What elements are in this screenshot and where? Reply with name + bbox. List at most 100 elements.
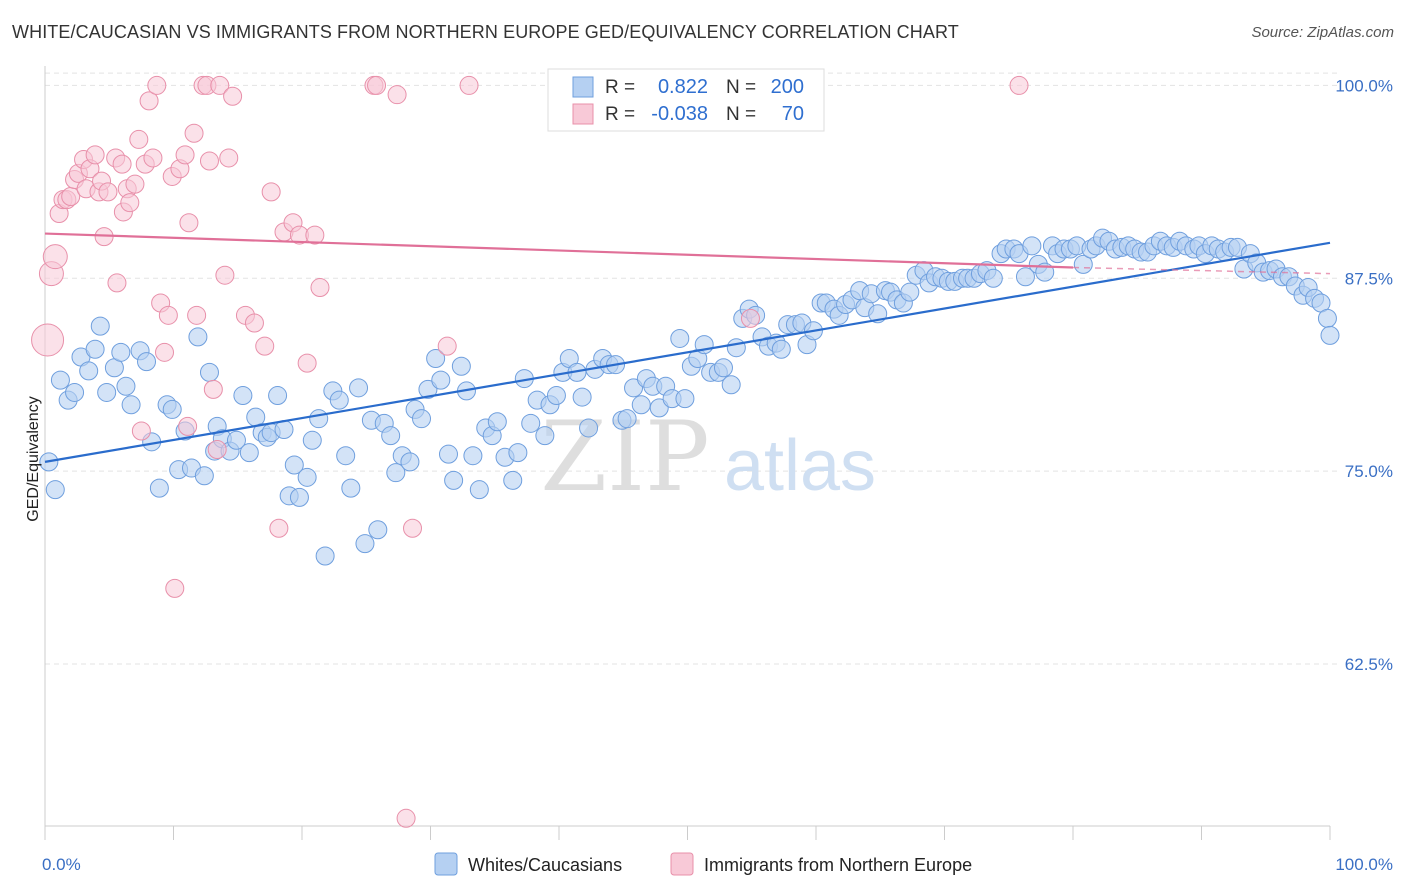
point-whites-92 <box>617 409 637 429</box>
point-whites-60 <box>412 409 432 429</box>
point-whites-163 <box>1073 254 1093 274</box>
point-immigrants-58 <box>297 353 317 373</box>
point-immigrants-53 <box>261 182 281 202</box>
point-whites-63 <box>431 370 451 390</box>
y-tick-label-2: 87.5% <box>1345 269 1393 288</box>
trend-line-immigrants <box>44 232 1074 269</box>
point-immigrants-19 <box>112 154 132 174</box>
point-immigrants-69 <box>1009 75 1029 95</box>
point-immigrants-29 <box>147 75 167 95</box>
point-immigrants-0 <box>31 323 65 357</box>
point-immigrants-43 <box>199 151 219 171</box>
point-whites-17 <box>149 478 169 498</box>
point-immigrants-68 <box>740 308 760 328</box>
point-whites-64 <box>438 444 458 464</box>
point-whites-6 <box>79 361 99 381</box>
point-whites-30 <box>226 430 246 450</box>
point-immigrants-49 <box>223 86 243 106</box>
point-immigrants-47 <box>215 265 235 285</box>
point-whites-58 <box>400 452 420 472</box>
point-whites-25 <box>199 362 219 382</box>
bottom-legend-label-whites: Whites/Caucasians <box>468 855 622 875</box>
point-whites-116 <box>771 339 791 359</box>
point-whites-75 <box>508 443 528 463</box>
point-immigrants-27 <box>139 91 159 111</box>
point-immigrants-48 <box>219 148 239 168</box>
legend-frame <box>547 68 825 132</box>
point-whites-43 <box>302 430 322 450</box>
point-whites-202 <box>1320 325 1340 345</box>
x-tick-labels: 0.0% 100.0% <box>42 855 1393 874</box>
legend-n-label-1: N = <box>726 77 756 98</box>
chart-title: WHITE/CAUCASIAN VS IMMIGRANTS FROM NORTH… <box>12 22 959 42</box>
point-immigrants-45 <box>207 440 227 460</box>
point-immigrants-25 <box>131 421 151 441</box>
point-whites-72 <box>487 412 507 432</box>
point-whites-93 <box>624 378 644 398</box>
point-immigrants-66 <box>437 336 457 356</box>
legend-swatch-immigrants <box>572 103 594 125</box>
point-whites-77 <box>521 413 541 433</box>
y-tick-label-0: 62.5% <box>1345 655 1393 674</box>
point-immigrants-12 <box>85 145 105 165</box>
point-whites-55 <box>381 426 401 446</box>
point-whites-48 <box>336 446 356 466</box>
trend-line-immigrants-extension <box>1072 266 1331 275</box>
point-immigrants-65 <box>403 518 423 538</box>
chart-source: Source: ZipAtlas.com <box>1251 24 1394 41</box>
point-immigrants-38 <box>179 213 199 233</box>
point-whites-15 <box>137 352 157 372</box>
x-tick-label-1: 100.0% <box>1335 855 1393 874</box>
point-whites-49 <box>341 478 361 498</box>
legend-swatch-whites <box>572 76 594 98</box>
axes <box>44 66 1331 840</box>
point-immigrants-24 <box>129 129 149 149</box>
y-tick-label-3: 100.0% <box>1335 76 1393 95</box>
legend-r-value-1: 0.822 <box>658 76 708 98</box>
point-whites-31 <box>233 386 253 406</box>
point-whites-109 <box>726 338 746 358</box>
point-whites-94 <box>631 395 651 415</box>
series-whites-points <box>39 228 1340 566</box>
point-whites-154 <box>1015 267 1035 287</box>
y-axis-title: GED/Equivalency <box>25 396 42 521</box>
point-immigrants-31 <box>155 342 175 362</box>
point-immigrants-46 <box>210 75 230 95</box>
bottom-legend-swatch-whites <box>434 852 458 876</box>
legend-r-label-2: R = <box>605 104 635 125</box>
trend-line-whites <box>44 241 1331 463</box>
point-immigrants-37 <box>178 416 198 436</box>
point-immigrants-34 <box>165 578 185 598</box>
legend-n-label-2: N = <box>726 104 756 125</box>
watermark-atlas: atlas <box>724 426 876 506</box>
point-whites-61 <box>418 379 438 399</box>
point-immigrants-39 <box>184 123 204 143</box>
point-whites-4 <box>65 382 85 402</box>
point-whites-7 <box>85 339 105 359</box>
point-whites-201 <box>1317 308 1337 328</box>
point-whites-108 <box>721 375 741 395</box>
point-immigrants-32 <box>158 305 178 325</box>
point-immigrants-2 <box>42 244 68 270</box>
legend-n-value-1: 200 <box>771 76 804 98</box>
legend-box: R = 0.822 N = 200 R = -0.038 N = 70 <box>547 68 825 132</box>
point-whites-86 <box>579 418 599 438</box>
legend-n-value-2: 70 <box>782 103 804 125</box>
point-whites-136 <box>900 282 920 302</box>
point-immigrants-22 <box>120 193 140 213</box>
point-whites-40 <box>284 455 304 475</box>
point-whites-2 <box>50 370 70 390</box>
point-whites-9 <box>97 382 117 402</box>
point-immigrants-16 <box>98 182 118 202</box>
point-whites-155 <box>1022 236 1042 256</box>
point-whites-32 <box>239 443 259 463</box>
point-whites-74 <box>503 470 523 490</box>
point-whites-101 <box>675 389 695 409</box>
point-whites-44 <box>309 409 329 429</box>
watermark: ZIP atlas <box>540 401 876 513</box>
point-whites-42 <box>297 467 317 487</box>
point-immigrants-59 <box>305 225 325 245</box>
point-whites-51 <box>355 534 375 554</box>
point-whites-56 <box>386 463 406 483</box>
